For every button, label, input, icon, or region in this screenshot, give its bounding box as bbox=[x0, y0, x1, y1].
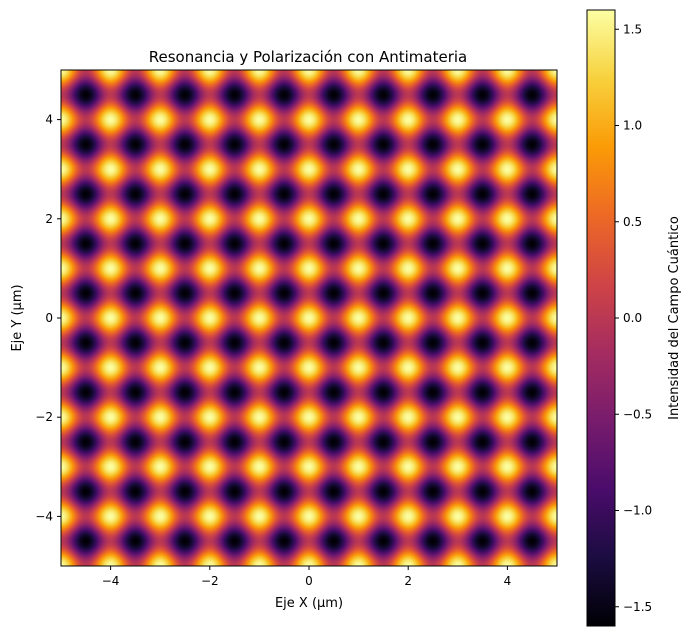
x-tick-label: −2 bbox=[201, 574, 219, 588]
y-tick-label: 0 bbox=[45, 311, 53, 325]
colorbar-ticks: 1.5 1.0 0.5 0.0 −0.5 −1.0 −1.5 bbox=[615, 22, 652, 614]
colorbar-tick-label: 1.0 bbox=[623, 119, 642, 133]
colorbar-tick-label: −1.0 bbox=[623, 504, 652, 518]
x-tick-label: 0 bbox=[305, 574, 313, 588]
colorbar-tick-label: −0.5 bbox=[623, 407, 652, 421]
x-tick-label: 4 bbox=[504, 574, 512, 588]
y-tick-label: −2 bbox=[35, 410, 53, 424]
y-tick-label: 2 bbox=[45, 212, 53, 226]
colorbar-gradient bbox=[586, 9, 616, 627]
y-tick-label: −4 bbox=[35, 509, 53, 523]
x-axis-ticks: −4 −2 0 2 4 bbox=[102, 566, 511, 588]
y-axis-ticks: −4 −2 0 2 4 bbox=[35, 113, 61, 523]
chart-title: Resonancia y Polarización con Antimateri… bbox=[149, 48, 467, 66]
x-axis-label: Eje X (μm) bbox=[275, 596, 343, 611]
colorbar: 1.5 1.0 0.5 0.0 −0.5 −1.0 −1.5 Intensidad del … bbox=[586, 9, 682, 627]
colorbar-tick-label: 0.5 bbox=[623, 215, 642, 229]
heatmap-plot-area bbox=[60, 69, 558, 567]
y-axis-label: Eje Y (μm) bbox=[10, 284, 25, 351]
x-tick-label: −4 bbox=[102, 574, 120, 588]
y-tick-label: 4 bbox=[45, 113, 53, 127]
colorbar-tick-label: 0.0 bbox=[623, 311, 642, 325]
heatmap-image bbox=[61, 70, 557, 566]
x-tick-label: 2 bbox=[404, 574, 412, 588]
colorbar-tick-label: −1.5 bbox=[623, 600, 652, 614]
colorbar-label: Intensidad del Campo Cuántico bbox=[667, 216, 682, 420]
colorbar-tick-label: 1.5 bbox=[623, 22, 642, 36]
